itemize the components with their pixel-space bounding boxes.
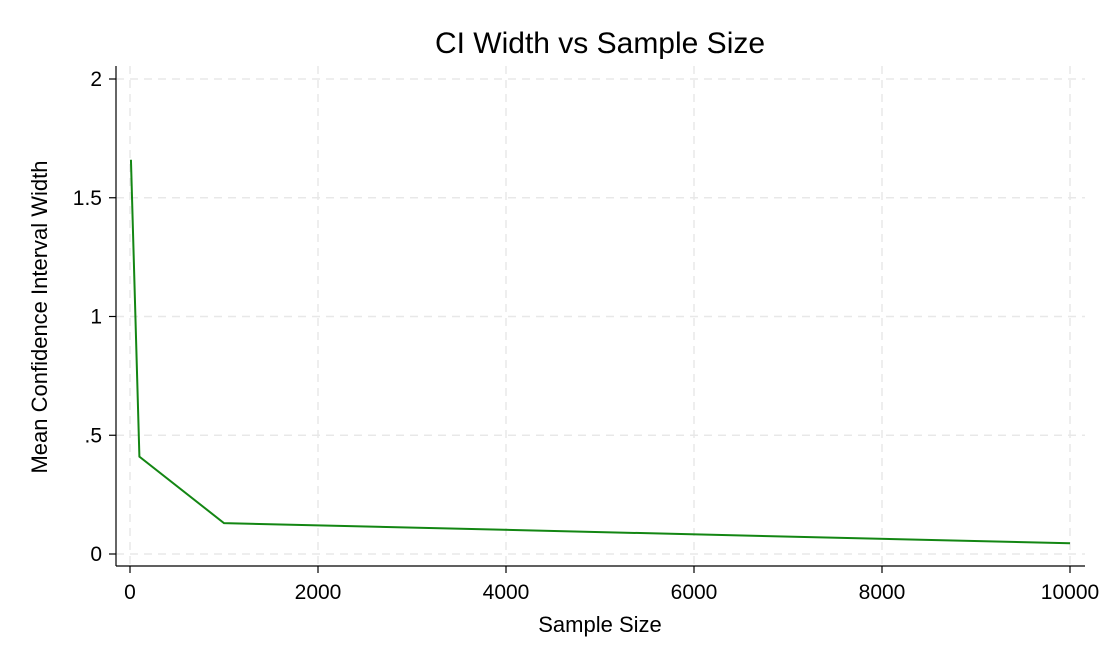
- y-axis-label: Mean Confidence Interval Width: [27, 160, 52, 473]
- y-tick-label: .5: [84, 424, 102, 447]
- x-tick-label: 0: [124, 581, 136, 604]
- x-axis-label: Sample Size: [538, 612, 662, 637]
- y-tick-label: 0: [90, 543, 102, 566]
- y-tick-label: 1.5: [73, 187, 102, 210]
- series-line: [129, 159, 1071, 545]
- x-tick-label: 6000: [671, 581, 718, 604]
- chart-title: CI Width vs Sample Size: [435, 27, 765, 60]
- x-tick-label: 10000: [1041, 581, 1099, 604]
- x-tick-label: 8000: [859, 581, 906, 604]
- y-tick-label: 2: [90, 68, 102, 91]
- x-tick-label: 2000: [295, 581, 342, 604]
- series: [129, 159, 1071, 545]
- y-tick-label: 1: [90, 306, 102, 329]
- x-tick-label: 4000: [483, 581, 530, 604]
- grid: [116, 66, 1085, 566]
- axes: 0 2000 4000 6000 8000 10000 0 .5 1 1.5 2: [73, 66, 1099, 604]
